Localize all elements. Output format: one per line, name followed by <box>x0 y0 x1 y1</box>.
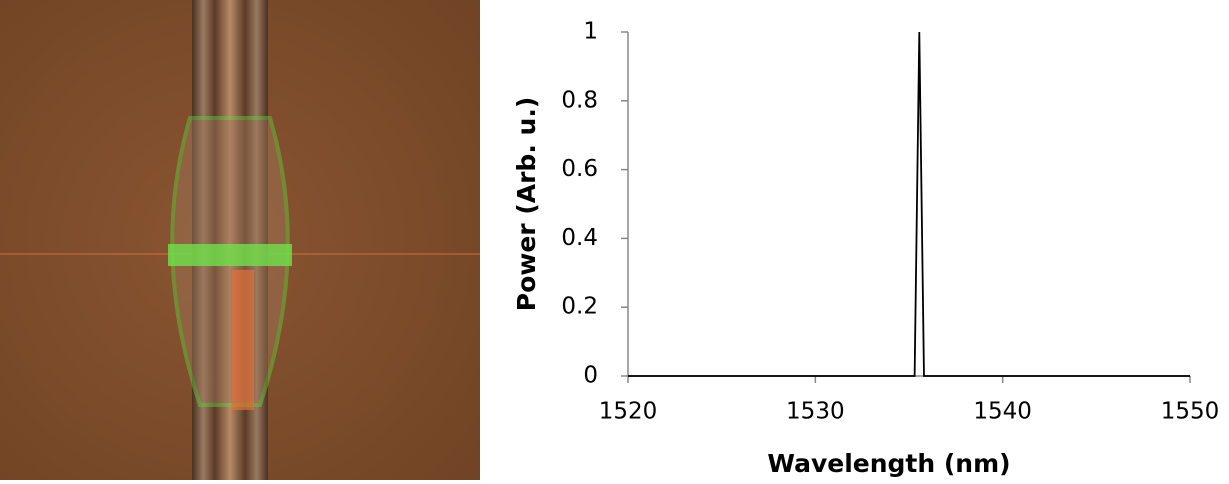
x-tick-label: 1520 <box>599 399 658 425</box>
y-tick-label: 0.4 <box>561 225 598 251</box>
y-tick-label: 0.6 <box>561 156 598 182</box>
y-tick-label: 1 <box>583 19 598 45</box>
x-tick-label: 1530 <box>786 399 845 425</box>
x-tick-label: 1550 <box>1161 399 1220 425</box>
y-axis-title: Power (Arb. u.) <box>512 97 541 312</box>
x-tick-label: 1540 <box>973 399 1032 425</box>
y-tick-label: 0.8 <box>561 87 598 113</box>
y-tick-label: 0.2 <box>561 294 598 320</box>
spectrum-line <box>628 31 1190 377</box>
x-axis-title: Wavelength (nm) <box>767 449 1010 478</box>
photo <box>0 0 480 480</box>
y-tick-label: 0 <box>583 363 598 389</box>
